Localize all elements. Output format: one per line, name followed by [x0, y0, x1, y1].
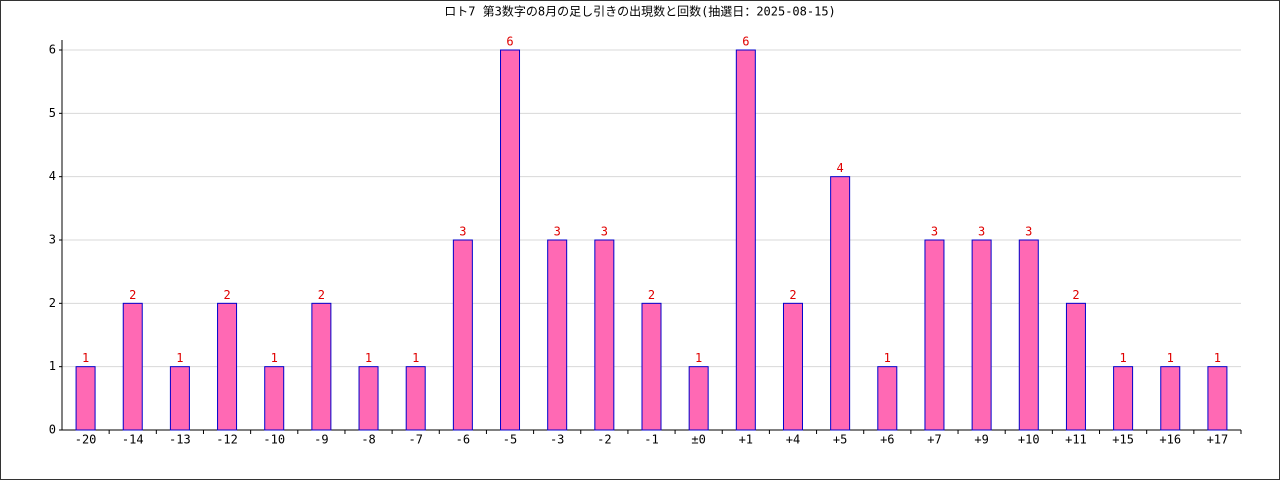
value-label: 2 [789, 288, 796, 302]
bar [1160, 366, 1181, 431]
value-label: 4 [837, 161, 844, 175]
x-tick-label: -8 [361, 433, 375, 447]
value-label: 3 [931, 225, 938, 239]
value-label: 1 [1214, 351, 1221, 365]
bar [217, 302, 238, 431]
value-label: 1 [695, 351, 702, 365]
bar [264, 366, 285, 431]
value-label: 2 [129, 288, 136, 302]
bar [1065, 302, 1086, 431]
x-tick-label: +1 [739, 433, 753, 447]
bar [547, 239, 568, 431]
x-tick-label: +4 [786, 433, 800, 447]
x-tick-label: +6 [880, 433, 894, 447]
value-label: 1 [365, 351, 372, 365]
value-label: 3 [601, 225, 608, 239]
x-tick-label: +17 [1207, 433, 1229, 447]
bar [169, 366, 190, 431]
y-tick-label: 2 [49, 296, 56, 310]
x-tick-label: -20 [75, 433, 97, 447]
bar [1207, 366, 1228, 431]
x-tick-label: +11 [1065, 433, 1087, 447]
x-tick-label: +5 [833, 433, 847, 447]
x-tick-label: +9 [974, 433, 988, 447]
value-label: 2 [648, 288, 655, 302]
y-tick-label: 4 [49, 169, 56, 183]
bar [75, 366, 96, 431]
value-label: 1 [271, 351, 278, 365]
bar [1018, 239, 1039, 431]
y-tick-label: 0 [49, 423, 56, 437]
bar [594, 239, 615, 431]
value-label: 1 [1167, 351, 1174, 365]
value-label: 2 [223, 288, 230, 302]
x-tick-label: +16 [1159, 433, 1181, 447]
y-tick-label: 5 [49, 106, 56, 120]
y-tick-label: 1 [49, 359, 56, 373]
bar [500, 49, 521, 431]
x-tick-label: -12 [216, 433, 238, 447]
value-label: 3 [459, 225, 466, 239]
value-label: 2 [1072, 288, 1079, 302]
value-label: 3 [1025, 225, 1032, 239]
x-tick-label: -3 [550, 433, 564, 447]
bar [830, 176, 851, 431]
value-label: 3 [978, 225, 985, 239]
bar [971, 239, 992, 431]
bar [452, 239, 473, 431]
x-tick-label: -10 [263, 433, 285, 447]
x-tick-label: -9 [314, 433, 328, 447]
x-tick-label: -6 [456, 433, 470, 447]
bar [924, 239, 945, 431]
bar [1113, 366, 1134, 431]
value-label: 6 [506, 35, 513, 49]
bar [122, 302, 143, 431]
x-tick-label: -1 [644, 433, 658, 447]
x-tick-label: +15 [1112, 433, 1134, 447]
bar [405, 366, 426, 431]
value-label: 1 [176, 351, 183, 365]
x-tick-label: +7 [927, 433, 941, 447]
value-label: 6 [742, 35, 749, 49]
value-label: 3 [554, 225, 561, 239]
bar [735, 49, 756, 431]
bar [641, 302, 662, 431]
bar [688, 366, 709, 431]
value-label: 1 [884, 351, 891, 365]
bar [311, 302, 332, 431]
x-tick-label: +10 [1018, 433, 1040, 447]
bar [877, 366, 898, 431]
y-tick-label: 6 [49, 43, 56, 57]
value-label: 1 [82, 351, 89, 365]
y-tick-label: 3 [49, 233, 56, 247]
value-label: 2 [318, 288, 325, 302]
value-label: 1 [1119, 351, 1126, 365]
bar [358, 366, 379, 431]
value-label: 1 [412, 351, 419, 365]
x-tick-label: -5 [503, 433, 517, 447]
chart-title: ロト7 第3数字の8月の足し引きの出現数と回数(抽選日：2025-08-15) [444, 4, 836, 19]
bar [782, 302, 803, 431]
x-tick-label: -7 [408, 433, 422, 447]
x-tick-label: -2 [597, 433, 611, 447]
x-tick-label: -13 [169, 433, 191, 447]
x-tick-label: ±0 [691, 433, 705, 447]
x-tick-label: -14 [122, 433, 144, 447]
